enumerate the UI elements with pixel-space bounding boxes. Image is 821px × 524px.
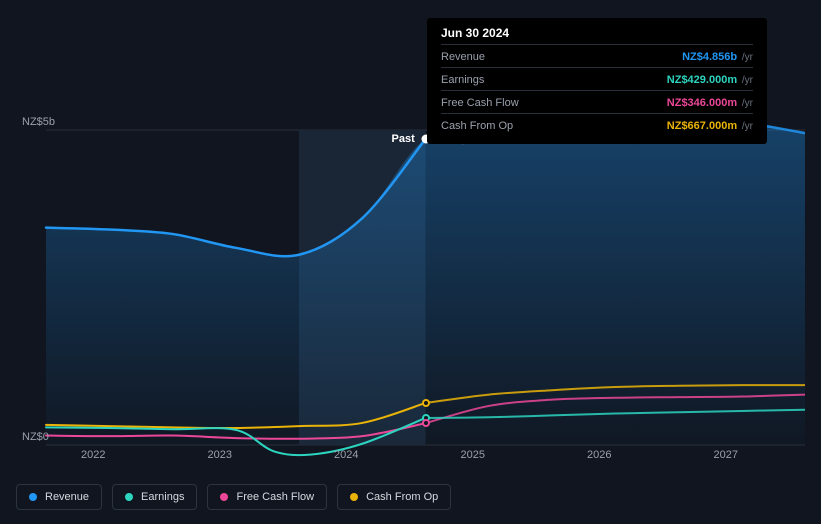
tooltip-row: Earnings NZ$429.000m /yr <box>441 67 753 90</box>
legend-dot-icon <box>350 493 358 501</box>
legend-item-label: Revenue <box>45 491 89 503</box>
tooltip-date: Jun 30 2024 <box>441 26 753 44</box>
split-marker-free_cash_flow <box>422 419 430 427</box>
legend-item-revenue[interactable]: Revenue <box>16 484 102 510</box>
past-label: Past <box>392 133 415 145</box>
legend-dot-icon <box>29 493 37 501</box>
x-axis-label: 2025 <box>461 449 485 461</box>
tooltip-row: Cash From Op NZ$667.000m /yr <box>441 113 753 136</box>
x-axis-labels: 2022 2023 2024 2025 2026 2027 <box>30 449 821 465</box>
y-axis-label: NZ$5b <box>22 116 55 128</box>
legend-item-label: Earnings <box>141 491 184 503</box>
legend-dot-icon <box>220 493 228 501</box>
legend-item-earnings[interactable]: Earnings <box>112 484 197 510</box>
x-axis-label: 2022 <box>81 449 105 461</box>
tooltip-row-value: NZ$667.000m /yr <box>667 116 753 134</box>
tooltip-row: Revenue NZ$4.856b /yr <box>441 44 753 67</box>
x-axis-label: 2026 <box>587 449 611 461</box>
tooltip-row-label: Cash From Op <box>441 120 513 132</box>
legend-item-free_cash_flow[interactable]: Free Cash Flow <box>207 484 327 510</box>
tooltip-row-value: NZ$4.856b /yr <box>682 47 753 65</box>
tooltip-row-label: Revenue <box>441 51 485 63</box>
x-axis-label: 2023 <box>208 449 232 461</box>
x-axis-label: 2027 <box>714 449 738 461</box>
legend-item-label: Free Cash Flow <box>236 491 314 503</box>
x-axis-label: 2024 <box>334 449 358 461</box>
tooltip-row-label: Free Cash Flow <box>441 97 519 109</box>
y-axis-label: NZ$0 <box>22 431 49 443</box>
legend-item-cash_from_op[interactable]: Cash From Op <box>337 484 451 510</box>
split-marker-cash_from_op <box>422 399 430 407</box>
tooltip-row-label: Earnings <box>441 74 484 86</box>
tooltip: Jun 30 2024 Revenue NZ$4.856b /yr Earnings… <box>427 18 767 144</box>
tooltip-row: Free Cash Flow NZ$346.000m /yr <box>441 90 753 113</box>
legend: Revenue Earnings Free Cash Flow Cash From O… <box>16 484 451 510</box>
tooltip-rows: Revenue NZ$4.856b /yr Earnings NZ$429.000m … <box>441 44 753 136</box>
tooltip-row-value: NZ$429.000m /yr <box>667 70 753 88</box>
legend-dot-icon <box>125 493 133 501</box>
legend-item-label: Cash From Op <box>366 491 438 503</box>
tooltip-row-value: NZ$346.000m /yr <box>667 93 753 111</box>
